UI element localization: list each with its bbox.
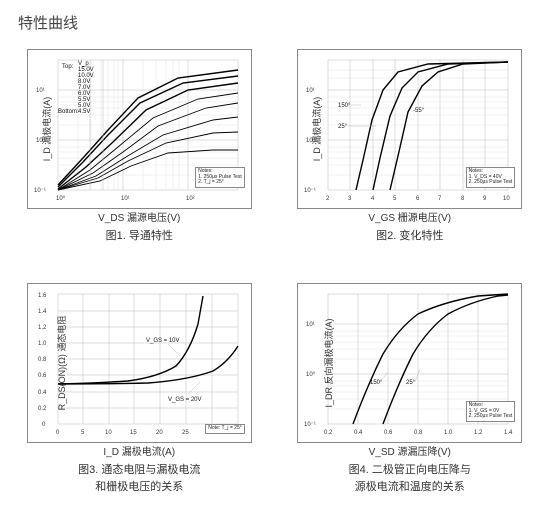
svg-text:8: 8 bbox=[461, 196, 465, 202]
svg-text:0.4: 0.4 bbox=[38, 390, 47, 396]
svg-text:15: 15 bbox=[130, 430, 137, 436]
ylabel-1: I_D 漏极电流(A) bbox=[40, 97, 53, 162]
svg-text:9: 9 bbox=[483, 196, 487, 202]
caption-4: 图4. 二极管正向电压降与 bbox=[349, 464, 471, 478]
svg-text:10¹: 10¹ bbox=[121, 196, 130, 202]
svg-text:0.6: 0.6 bbox=[384, 430, 393, 436]
xlabel-3: I_D 漏极电流(A) bbox=[103, 447, 175, 460]
chart-4: I_DR 反向漏极电流(A) 150° 25° 0.2 0.4 0.6 bbox=[297, 283, 522, 443]
svg-text:4: 4 bbox=[371, 196, 375, 202]
svg-text:10¹: 10¹ bbox=[36, 88, 45, 94]
svg-text:1.2: 1.2 bbox=[38, 325, 47, 331]
svg-text:0.2: 0.2 bbox=[324, 430, 333, 436]
figure-2: I_D 漏极电流(A) 150° 25° -55° bbox=[289, 49, 532, 261]
svg-text:5: 5 bbox=[393, 196, 397, 202]
xlabel-2: V_GS 栅源电压(V) bbox=[368, 213, 451, 226]
chart-3: R_DS(ON)(Ω) 通态电阻 V_GS = 10V V_GS = 20V 0… bbox=[27, 283, 252, 443]
svg-text:0.2: 0.2 bbox=[38, 406, 47, 412]
page-title: 特性曲线 bbox=[18, 12, 531, 33]
chart-1: I_D 漏极电流(A) bbox=[27, 49, 252, 209]
svg-text:2: 2 bbox=[326, 196, 330, 202]
svg-text:V_GS = 10V: V_GS = 10V bbox=[146, 338, 180, 344]
notes-2: Notes: 1. V_DS = 40V 2. 250μs Pulse Test bbox=[466, 167, 516, 188]
notes-1: Notes: 1. 250μs Pulse Test 2. T_j = 25° bbox=[195, 167, 245, 188]
svg-text:-55°: -55° bbox=[413, 108, 425, 114]
caption-1: 图1. 导通特性 bbox=[106, 230, 173, 244]
ylabel-2: I_D 漏极电流(A) bbox=[310, 97, 323, 162]
svg-text:10¹: 10¹ bbox=[306, 322, 315, 328]
ylabel-3: R_DS(ON)(Ω) 通态电阻 bbox=[55, 316, 68, 411]
svg-text:10¹: 10¹ bbox=[306, 88, 315, 94]
svg-text:10⁰: 10⁰ bbox=[56, 195, 66, 202]
svg-text:0.4: 0.4 bbox=[354, 430, 363, 436]
svg-text:0.6: 0.6 bbox=[38, 373, 47, 379]
svg-text:0: 0 bbox=[42, 422, 46, 428]
notes-3: Note: T_j = 25° bbox=[205, 424, 244, 434]
svg-text:Bottom:: Bottom: bbox=[58, 109, 79, 115]
svg-text:1.6: 1.6 bbox=[38, 293, 47, 299]
svg-text:1.0: 1.0 bbox=[38, 341, 47, 347]
svg-text:10⁰: 10⁰ bbox=[306, 371, 316, 378]
svg-text:4.5V: 4.5V bbox=[78, 109, 90, 115]
svg-text:3: 3 bbox=[348, 196, 352, 202]
svg-text:25°: 25° bbox=[338, 124, 348, 130]
svg-text:25: 25 bbox=[182, 430, 189, 436]
figure-3: R_DS(ON)(Ω) 通态电阻 V_GS = 10V V_GS = 20V 0… bbox=[18, 283, 261, 495]
svg-text:150°: 150° bbox=[338, 103, 351, 109]
svg-text:0: 0 bbox=[56, 430, 60, 436]
svg-text:0.8: 0.8 bbox=[38, 357, 47, 363]
caption-3: 图3. 通态电阻与漏极电流 bbox=[78, 464, 200, 478]
svg-text:1.2: 1.2 bbox=[474, 430, 483, 436]
caption-4b: 源极电流和温度的关系 bbox=[355, 481, 465, 495]
svg-text:V_GS = 20V: V_GS = 20V bbox=[168, 397, 202, 403]
svg-text:10⁻¹: 10⁻¹ bbox=[304, 188, 316, 194]
ylabel-4: I_DR 反向漏极电流(A) bbox=[322, 318, 335, 407]
svg-text:10⁻¹: 10⁻¹ bbox=[304, 422, 316, 428]
svg-text:1.4: 1.4 bbox=[504, 430, 513, 436]
svg-text:25°: 25° bbox=[406, 380, 416, 386]
svg-text:Top:: Top: bbox=[62, 64, 74, 70]
svg-text:10: 10 bbox=[503, 196, 510, 202]
svg-text:0.8: 0.8 bbox=[414, 430, 423, 436]
figure-4: I_DR 反向漏极电流(A) 150° 25° 0.2 0.4 0.6 bbox=[289, 283, 532, 495]
xlabel-1: V_DS 漏源电压(V) bbox=[98, 213, 180, 226]
xlabel-4: V_SD 源漏压降(V) bbox=[369, 447, 451, 460]
svg-text:10²: 10² bbox=[186, 196, 195, 202]
notes-4: Notes: 1. V_GS = 0V 2. 250μs Pulse Test bbox=[466, 401, 516, 422]
svg-text:7: 7 bbox=[438, 196, 442, 202]
caption-2: 图2. 变化特性 bbox=[376, 230, 443, 244]
svg-text:6: 6 bbox=[416, 196, 420, 202]
svg-text:5: 5 bbox=[81, 430, 85, 436]
caption-3b: 和栅极电压的关系 bbox=[95, 481, 183, 495]
charts-grid: I_D 漏极电流(A) bbox=[18, 49, 531, 495]
svg-text:1.0: 1.0 bbox=[444, 430, 453, 436]
figure-1: I_D 漏极电流(A) bbox=[18, 49, 261, 261]
chart-2: I_D 漏极电流(A) 150° 25° -55° bbox=[297, 49, 522, 209]
svg-text:20: 20 bbox=[156, 430, 163, 436]
svg-text:10⁻¹: 10⁻¹ bbox=[34, 188, 46, 194]
svg-text:10: 10 bbox=[105, 430, 112, 436]
svg-text:1.4: 1.4 bbox=[38, 309, 47, 315]
